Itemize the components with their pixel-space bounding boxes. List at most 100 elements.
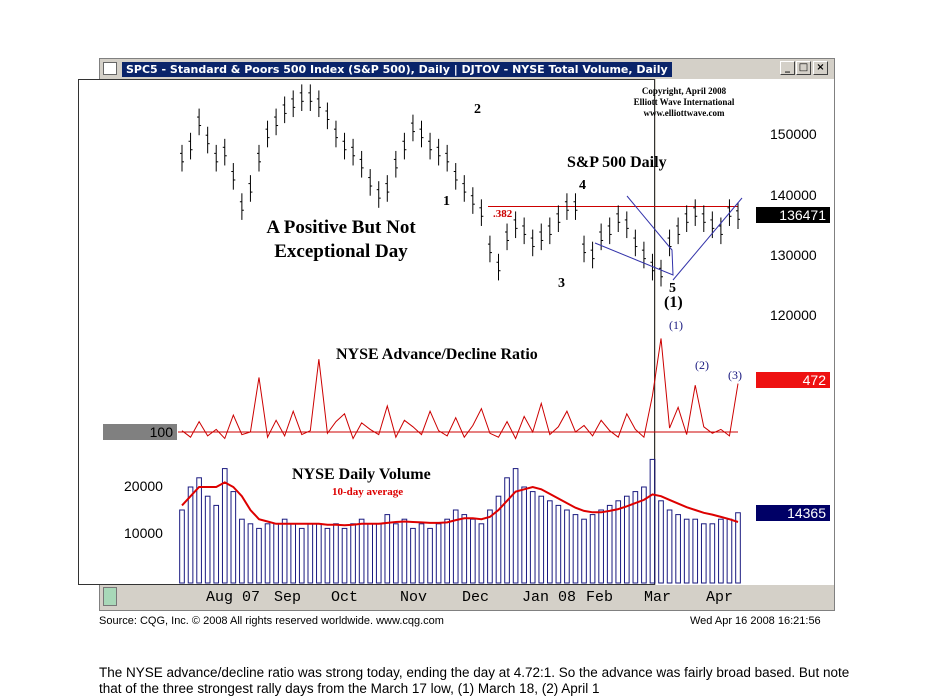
volume-tick-20000: 20000 bbox=[124, 478, 163, 494]
volume-bar bbox=[264, 523, 271, 584]
volume-bar bbox=[538, 495, 545, 584]
volume-bar bbox=[298, 527, 305, 584]
x-label-apr: Apr bbox=[706, 589, 734, 606]
volume-bar bbox=[375, 523, 382, 584]
volume-bar bbox=[606, 504, 613, 584]
volume-bar bbox=[726, 518, 733, 584]
volume-bar bbox=[256, 527, 262, 584]
volume-bar bbox=[341, 527, 348, 584]
volume-bar bbox=[546, 500, 553, 584]
volume-bar bbox=[555, 504, 562, 584]
x-label-feb: Feb bbox=[586, 589, 614, 606]
ratio-mark-3: (3) bbox=[728, 368, 742, 382]
volume-bar bbox=[221, 468, 228, 584]
ratio-last-tag: 472 bbox=[756, 372, 830, 388]
close-button[interactable]: × bbox=[813, 61, 828, 75]
maximize-button[interactable]: □ bbox=[796, 61, 811, 75]
volume-bar bbox=[581, 518, 587, 584]
volume-bar bbox=[401, 518, 408, 584]
volume-bar bbox=[658, 500, 664, 584]
headline: A Positive But Not Exceptional Day bbox=[236, 216, 446, 264]
volume-bar bbox=[393, 523, 399, 584]
ratio-ref-tag: 100 bbox=[103, 424, 177, 440]
volume-bar bbox=[367, 523, 374, 584]
volume-bar bbox=[529, 491, 536, 584]
x-label-jan: Jan 08 bbox=[522, 589, 577, 606]
wedge-upper bbox=[594, 195, 674, 276]
volume-bar bbox=[718, 518, 724, 584]
volume-bar bbox=[435, 523, 442, 584]
volume-bar bbox=[598, 509, 604, 584]
volume-bar bbox=[179, 509, 185, 584]
wave-label-1: 1 bbox=[443, 194, 450, 209]
x-label-nov: Nov bbox=[400, 589, 428, 606]
sp-label: S&P 500 Daily bbox=[567, 154, 667, 171]
headline-line-2: Exceptional Day bbox=[274, 241, 408, 262]
volume-bar bbox=[358, 518, 365, 584]
volume-bar bbox=[692, 518, 699, 584]
ratio-line bbox=[181, 338, 739, 440]
volume-bar bbox=[683, 518, 690, 584]
moving-average-line bbox=[181, 481, 739, 527]
volume-bar bbox=[666, 509, 673, 584]
window-title: SPC5 - Standard & Poors 500 Index (S&P 5… bbox=[122, 62, 672, 77]
price-tick-120000: 120000 bbox=[770, 307, 817, 323]
volume-bar bbox=[187, 486, 194, 584]
volume-bar bbox=[512, 468, 519, 584]
volume-bar bbox=[649, 458, 656, 584]
plot-area[interactable] bbox=[78, 79, 655, 585]
price-last-tag: 136471 bbox=[756, 207, 830, 223]
volume-bar bbox=[239, 518, 245, 584]
volume-bar bbox=[444, 518, 450, 584]
volume-bar bbox=[410, 527, 416, 584]
x-label-sep: Sep bbox=[274, 589, 302, 606]
source-note: Source: CQG, Inc. © 2008 All rights rese… bbox=[99, 615, 444, 627]
price-tick-130000: 130000 bbox=[770, 247, 817, 263]
wave-label-5: 5 bbox=[669, 281, 676, 296]
volume-bar bbox=[623, 495, 630, 584]
volume-bar bbox=[213, 504, 220, 584]
ma-label: 10-day average bbox=[332, 486, 404, 498]
corner-box[interactable] bbox=[103, 587, 117, 606]
volume-bar bbox=[470, 518, 476, 584]
volume-bar bbox=[247, 523, 254, 584]
wave-label-2: 2 bbox=[474, 102, 481, 117]
title-bar[interactable]: SPC5 - Standard & Poors 500 Index (S&P 5… bbox=[100, 59, 834, 79]
volume-bar bbox=[615, 500, 622, 584]
volume-bar bbox=[700, 523, 707, 584]
volume-bar bbox=[384, 514, 391, 584]
volume-bar bbox=[461, 514, 468, 584]
volume-bar bbox=[418, 523, 425, 584]
copyright-line-3: www.elliottwave.com bbox=[643, 108, 725, 118]
copyright-line-2: Elliott Wave International bbox=[633, 97, 735, 107]
headline-line-1: A Positive But Not bbox=[266, 217, 416, 238]
volume-bar bbox=[316, 523, 322, 584]
copyright-line-1: Copyright, April 2008 bbox=[641, 86, 727, 96]
chart-app-icon bbox=[103, 62, 117, 75]
volume-bar bbox=[675, 514, 681, 584]
volume-bar bbox=[333, 523, 339, 584]
volume-bar bbox=[452, 509, 459, 584]
volume-bar bbox=[478, 523, 485, 584]
adv-dec-label: NYSE Advance/Decline Ratio bbox=[336, 346, 538, 363]
volume-bar bbox=[307, 523, 314, 584]
minimize-button[interactable]: _ bbox=[780, 61, 795, 75]
volume-tick-10000: 10000 bbox=[124, 525, 163, 541]
volume-bar bbox=[230, 491, 237, 584]
volume-bar bbox=[564, 509, 570, 584]
wave-label-4: 4 bbox=[579, 178, 586, 193]
volume-label: NYSE Daily Volume bbox=[292, 466, 431, 483]
x-label-aug: Aug 07 bbox=[206, 589, 261, 606]
volume-bar bbox=[324, 527, 331, 584]
ratio-mark-1: (1) bbox=[669, 318, 683, 332]
wedge-lower bbox=[672, 197, 743, 281]
volume-bar bbox=[487, 509, 493, 584]
volume-bar bbox=[427, 527, 433, 584]
volume-bar bbox=[504, 477, 510, 584]
wave-label-circled-1: (1) bbox=[664, 294, 683, 311]
x-label-mar: Mar bbox=[644, 589, 672, 606]
x-axis: Aug 07 Sep Oct Nov Dec Jan 08 Feb Mar Ap… bbox=[178, 587, 742, 609]
right-axis bbox=[656, 79, 834, 585]
volume-last-tag: 14365 bbox=[756, 505, 830, 521]
